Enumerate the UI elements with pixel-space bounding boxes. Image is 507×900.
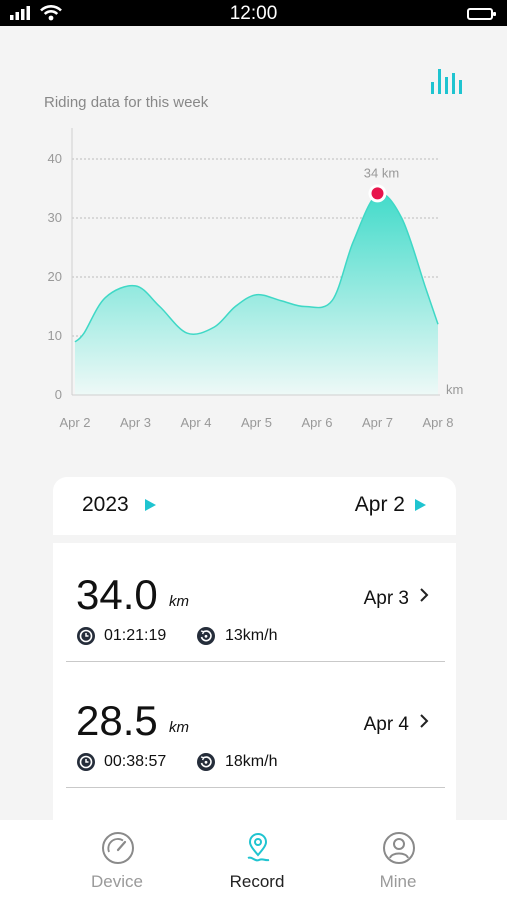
chevron-right-icon [420,714,429,728]
tab-mine[interactable]: Mine [338,820,458,900]
x-tick-label: Apr 3 [120,415,151,430]
location-pin-icon [247,833,270,862]
record-date: Apr 3 [363,588,409,609]
chevron-right-icon [420,588,429,602]
record-speed: 18km/h [225,753,278,770]
x-tick-label: Apr 7 [362,415,393,430]
signal-icon [10,6,30,20]
tab-label: Record [229,872,285,891]
clock-icon [77,627,95,645]
speedometer-icon [102,832,134,864]
record-date: Apr 4 [363,714,409,735]
status-time: 12:00 [229,3,278,24]
axis-unit-label: km [446,382,463,397]
y-tick-label: 10 [48,328,62,343]
ride-record[interactable]: 28.5 km Apr 4 00:38:57 18km/h [66,669,445,788]
speed-icon [197,753,215,771]
y-tick-label: 30 [48,210,62,225]
riding-chart: 0 10 20 30 40 Apr 2 Apr 3 Apr 4 Apr 5 Apr 6 Apr 7… [48,128,463,430]
clock-icon [77,753,95,771]
year-value: 2023 [82,493,129,516]
bottom-tab-bar: Device Record Mine [0,820,507,900]
tab-label: Mine [379,872,417,891]
battery-icon [467,8,496,20]
record-distance: 34.0 [76,571,158,618]
x-tick-label: Apr 8 [422,415,453,430]
peak-marker [371,187,384,200]
record-duration: 01:21:19 [104,627,167,644]
bar-stats-icon[interactable] [430,67,462,95]
record-speed: 13km/h [225,627,278,644]
year-selector[interactable]: 2023 [82,493,156,517]
ride-record[interactable]: 34.0 km Apr 3 01:21:19 13km/h [66,543,445,662]
x-tick-label: Apr 2 [59,415,90,430]
wifi-icon [40,5,62,21]
peak-label: 34 km [364,165,399,180]
x-tick-label: Apr 6 [301,415,332,430]
triangle-right-icon [415,499,426,511]
record-distance: 28.5 [76,697,158,744]
chart-title: Riding data for this week [44,94,209,111]
triangle-right-icon [144,499,156,511]
y-tick-label: 20 [48,269,62,284]
tab-label: Device [91,872,143,891]
record-unit: km [169,719,189,736]
x-tick-label: Apr 5 [241,415,272,430]
tab-device[interactable]: Device [57,820,177,900]
date-value: Apr 2 [354,493,405,516]
riding-area [75,193,438,395]
x-tick-label: Apr 4 [180,415,211,430]
tab-record[interactable]: Record [197,820,317,900]
speed-icon [197,627,215,645]
status-bar: 12:00 [0,0,507,26]
filter-header: 2023 Apr 2 [53,477,456,535]
date-selector[interactable]: Apr 2 [355,493,426,517]
riding-line [74,192,439,343]
record-unit: km [169,593,189,610]
user-icon [383,832,415,864]
ride-records-list: 34.0 km Apr 3 01:21:19 13km/h 28.5 km Ap… [53,543,456,833]
y-tick-label: 40 [48,151,62,166]
y-tick-label: 0 [55,387,62,402]
record-duration: 00:38:57 [104,753,167,770]
